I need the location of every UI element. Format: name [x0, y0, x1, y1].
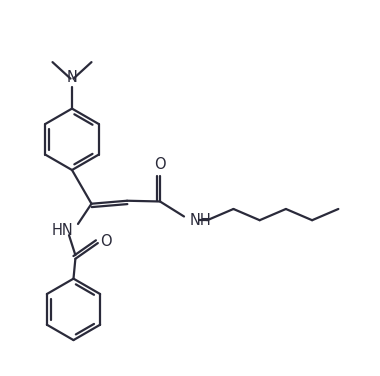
Text: O: O: [100, 234, 112, 249]
Text: O: O: [154, 156, 166, 171]
Text: NH: NH: [189, 213, 211, 228]
Text: N: N: [66, 70, 78, 85]
Text: HN: HN: [52, 223, 73, 238]
